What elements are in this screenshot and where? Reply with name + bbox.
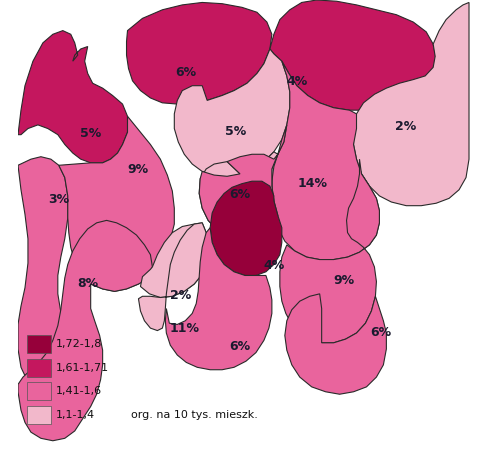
Polygon shape <box>18 31 127 163</box>
Text: 9%: 9% <box>333 275 354 287</box>
Text: org. na 10 tys. mieszk.: org. na 10 tys. mieszk. <box>130 410 257 420</box>
Text: 4%: 4% <box>263 259 284 271</box>
Polygon shape <box>210 181 281 275</box>
Polygon shape <box>165 228 271 370</box>
Text: 6%: 6% <box>369 327 390 339</box>
Text: 1,72-1,8: 1,72-1,8 <box>56 339 102 349</box>
Polygon shape <box>18 220 152 441</box>
Text: 1,41-1,6: 1,41-1,6 <box>56 386 102 396</box>
Polygon shape <box>174 49 289 176</box>
Text: 2%: 2% <box>169 289 190 302</box>
Text: 2%: 2% <box>394 120 415 133</box>
Polygon shape <box>138 223 208 331</box>
Polygon shape <box>353 2 468 206</box>
Bar <box>27 359 51 377</box>
Polygon shape <box>284 294 386 394</box>
Text: 14%: 14% <box>297 177 327 190</box>
Bar <box>27 406 51 424</box>
Polygon shape <box>140 223 208 298</box>
Polygon shape <box>269 0 435 110</box>
Polygon shape <box>271 61 379 260</box>
Text: 1,61-1,71: 1,61-1,71 <box>56 363 109 373</box>
Text: 4%: 4% <box>285 75 306 88</box>
Bar <box>27 382 51 400</box>
Text: 1,1-1,4: 1,1-1,4 <box>56 410 95 420</box>
Polygon shape <box>18 157 68 394</box>
Text: 3%: 3% <box>48 193 69 206</box>
Polygon shape <box>279 159 379 343</box>
Text: 5%: 5% <box>80 127 101 140</box>
Text: 6%: 6% <box>229 188 250 201</box>
Text: 6%: 6% <box>229 340 250 353</box>
Text: 6%: 6% <box>175 66 196 79</box>
Polygon shape <box>199 125 286 239</box>
Polygon shape <box>59 116 174 291</box>
Text: 5%: 5% <box>224 125 245 138</box>
Text: 11%: 11% <box>169 322 199 335</box>
Text: 9%: 9% <box>127 164 148 176</box>
Polygon shape <box>199 152 277 239</box>
Bar <box>27 335 51 353</box>
Text: 8%: 8% <box>78 277 99 289</box>
Polygon shape <box>126 2 271 104</box>
